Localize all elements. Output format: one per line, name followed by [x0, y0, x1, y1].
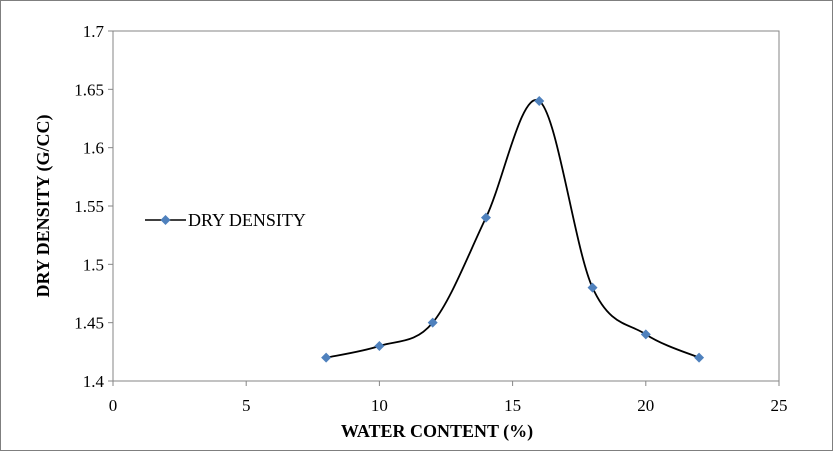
- series-line: [325, 99, 700, 359]
- data-point-marker: [427, 317, 438, 328]
- y-tick-label: 1.65: [74, 80, 104, 99]
- x-tick-label: 15: [504, 396, 521, 415]
- legend-marker: [160, 215, 171, 225]
- series-layer: [321, 96, 705, 363]
- y-axis-title: DRY DENSITY (G/CC): [33, 114, 54, 297]
- y-tick-label: 1.45: [74, 314, 104, 333]
- x-tick-label: 20: [637, 396, 654, 415]
- data-point-marker: [374, 341, 385, 351]
- y-tick-label: 1.7: [83, 22, 105, 41]
- y-tick-label: 1.6: [83, 139, 104, 158]
- x-axis-ticks: 0 5 10 15 20 25: [109, 381, 788, 415]
- legend-label: DRY DENSITY: [188, 210, 306, 230]
- y-tick-label: 1.4: [83, 372, 105, 391]
- data-point-marker: [321, 352, 332, 363]
- data-point-marker: [694, 352, 705, 363]
- data-point-marker: [587, 282, 598, 293]
- x-axis-title: WATER CONTENT (%): [341, 421, 533, 442]
- y-tick-label: 1.5: [83, 255, 104, 274]
- data-point-marker: [534, 96, 545, 106]
- legend: DRY DENSITY: [145, 210, 306, 230]
- x-tick-label: 10: [371, 396, 388, 415]
- data-point-marker: [640, 329, 651, 340]
- y-tick-label: 1.55: [74, 197, 104, 216]
- x-tick-label: 0: [109, 396, 118, 415]
- y-axis-ticks: 1.4 1.45 1.5 1.55 1.6 1.65 1.7: [74, 22, 113, 391]
- data-point-marker: [480, 212, 491, 223]
- plot-area: [112, 30, 780, 382]
- x-tick-label: 25: [771, 396, 788, 415]
- x-tick-label: 5: [242, 396, 251, 415]
